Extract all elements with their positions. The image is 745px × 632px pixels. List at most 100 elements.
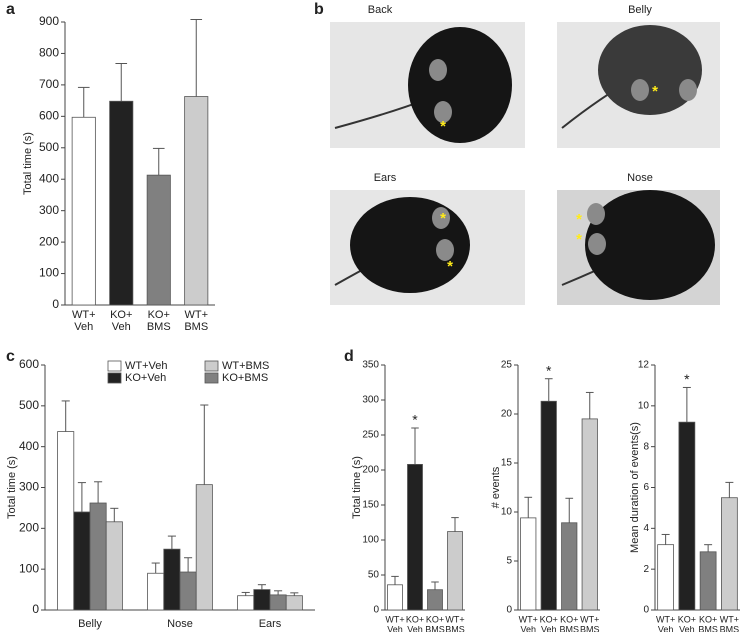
x-tick-label: WT+ — [385, 614, 404, 624]
y-tick-label: 300 — [39, 203, 59, 217]
y-tick-label: 2 — [643, 564, 649, 575]
y-tick-label: 200 — [19, 521, 39, 535]
bar — [269, 594, 287, 611]
marker: * — [440, 118, 446, 135]
x-tick-label: KO+ — [426, 614, 444, 624]
y-tick-label: 200 — [39, 234, 59, 248]
y-tick-label: 600 — [19, 357, 39, 371]
photo-label: Back — [368, 4, 393, 16]
mouse-ear — [436, 239, 454, 261]
x-tick-label: BMS — [698, 624, 718, 632]
y-tick-label: 0 — [52, 297, 59, 311]
mouse-ear — [588, 233, 606, 255]
x-tick-label: Veh — [520, 624, 536, 632]
bar — [721, 497, 738, 611]
y-axis-label: Total time (s) — [22, 132, 34, 195]
x-tick-label: KO+ — [406, 614, 424, 624]
y-tick-label: 250 — [362, 430, 379, 441]
legend-label: WT+BMS — [222, 360, 269, 372]
x-tick-label: WT+ — [656, 614, 675, 624]
y-tick-label: 400 — [19, 439, 39, 453]
y-tick-label: 0 — [506, 605, 512, 616]
y-tick-label: 300 — [19, 480, 39, 494]
y-tick-label: 15 — [501, 458, 513, 469]
x-tick-label: WT+ — [184, 309, 208, 321]
y-tick-label: 500 — [19, 398, 39, 412]
y-tick-label: 25 — [501, 360, 513, 371]
mouse-ear — [587, 203, 605, 225]
y-axis-label: Mean duration of events(s) — [629, 422, 641, 553]
x-tick-label: Veh — [679, 624, 695, 632]
x-tick-label: BMS — [580, 624, 600, 632]
bar — [195, 484, 213, 611]
mouse-ear — [429, 59, 447, 81]
bar — [179, 571, 197, 611]
y-axis-label: # events — [490, 466, 502, 508]
y-tick-label: 100 — [39, 266, 59, 280]
y-tick-label: 4 — [643, 523, 649, 534]
x-tick-label: BMS — [445, 624, 465, 632]
y-tick-label: 200 — [362, 465, 379, 476]
panel-letter: b — [314, 1, 324, 18]
bar — [407, 463, 423, 611]
significance: * — [546, 362, 552, 378]
bar — [540, 400, 557, 611]
bar — [561, 522, 578, 611]
bar — [73, 511, 91, 611]
y-tick-label: 0 — [32, 602, 39, 616]
bar — [678, 421, 696, 611]
y-tick-label: 100 — [19, 561, 39, 575]
x-tick-label: Ears — [259, 618, 282, 630]
x-tick-label: BMS — [425, 624, 445, 632]
x-tick-label: BMS — [184, 321, 208, 333]
bar — [699, 551, 717, 611]
panel-letter: c — [6, 348, 15, 365]
y-tick-label: 700 — [39, 77, 59, 91]
y-tick-label: 600 — [39, 109, 59, 123]
mouse-ear — [679, 79, 697, 101]
photo-label: Nose — [627, 172, 653, 184]
marker: * — [576, 231, 582, 248]
mouse-ear — [631, 79, 649, 101]
legend-label: KO+BMS — [222, 372, 268, 384]
x-tick-label: KO+ — [560, 614, 578, 624]
x-tick-label: Veh — [407, 624, 423, 632]
legend-label: KO+Veh — [125, 372, 166, 384]
y-tick-label: 800 — [39, 46, 59, 60]
y-tick-label: 8 — [643, 441, 649, 452]
legend-swatch — [107, 360, 122, 372]
y-tick-label: 10 — [638, 400, 650, 411]
x-tick-label: Veh — [658, 624, 674, 632]
y-tick-label: 150 — [362, 500, 379, 511]
bar — [237, 595, 255, 611]
x-tick-label: WT+ — [445, 614, 464, 624]
x-tick-label: WT+ — [580, 614, 599, 624]
x-tick-label: BMS — [559, 624, 579, 632]
legend-swatch — [107, 372, 122, 384]
x-tick-label: KO+ — [540, 614, 558, 624]
y-tick-label: 900 — [39, 14, 59, 28]
bar — [581, 418, 598, 611]
x-tick-label: Belly — [78, 618, 102, 630]
panel-letter: a — [6, 1, 15, 18]
bar — [387, 584, 403, 611]
x-tick-label: Veh — [112, 321, 131, 333]
y-axis-label: Total time (s) — [351, 456, 363, 519]
y-tick-label: 400 — [39, 171, 59, 185]
y-tick-label: 0 — [373, 605, 379, 616]
photo-label: Belly — [628, 4, 652, 16]
y-tick-label: 350 — [362, 360, 379, 371]
y-tick-label: 5 — [506, 556, 512, 567]
mouse-ear — [434, 101, 452, 123]
bar — [105, 521, 123, 611]
x-tick-label: KO+ — [678, 614, 696, 624]
panel-letter: d — [344, 348, 354, 365]
y-tick-label: 6 — [643, 482, 649, 493]
bar — [657, 544, 674, 611]
mouse-body — [585, 190, 715, 300]
y-tick-label: 500 — [39, 140, 59, 154]
bar — [146, 174, 171, 306]
mouse-ear — [432, 207, 450, 229]
bar — [253, 589, 271, 611]
